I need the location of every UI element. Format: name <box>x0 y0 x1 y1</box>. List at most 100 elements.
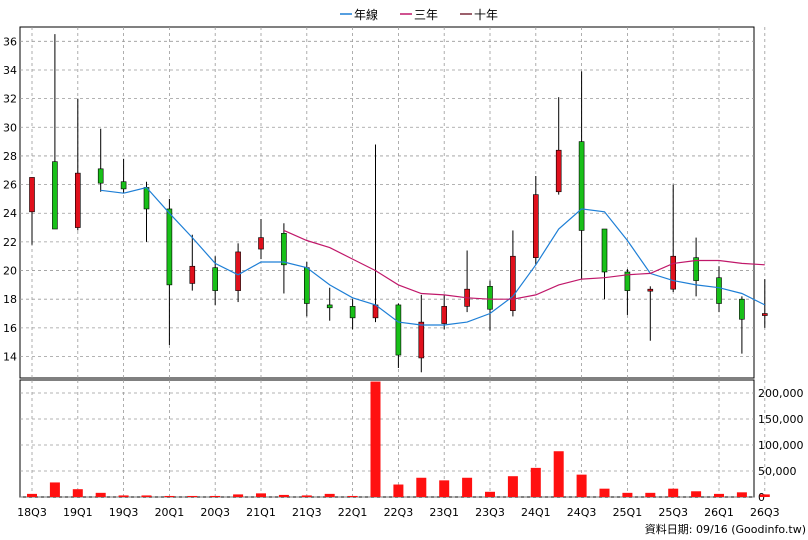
candle-body <box>647 288 654 292</box>
candle-body <box>97 168 104 184</box>
ma-line-1 <box>100 186 766 326</box>
legend-label-2: 三年 <box>414 8 438 22</box>
volume-bar <box>645 492 656 497</box>
candle-body <box>739 298 745 320</box>
x-tick-label: 23Q3 <box>475 506 505 519</box>
candle-body <box>326 304 333 309</box>
price-tick-label: 14 <box>3 351 17 364</box>
x-tick-label: 19Q3 <box>109 506 139 519</box>
volume-bar <box>691 491 702 497</box>
volume-bar <box>49 482 60 497</box>
volume-bar <box>27 493 37 497</box>
x-tick-label: 25Q1 <box>613 506 643 519</box>
volume-bar <box>256 493 266 497</box>
x-tick-label: 22Q3 <box>384 506 414 519</box>
candle-body <box>52 161 58 230</box>
volume-bar <box>736 492 747 497</box>
price-tick-label: 22 <box>3 236 17 249</box>
candle-body <box>75 172 81 228</box>
volume-bar <box>668 488 679 497</box>
candle-body <box>258 237 264 250</box>
legend-label-3: 十年 <box>474 8 498 22</box>
price-tick-label: 28 <box>3 150 17 163</box>
x-tick-label: 26Q3 <box>750 506 780 519</box>
x-tick-label: 18Q3 <box>17 506 47 519</box>
price-tick-label: 36 <box>3 35 17 48</box>
candle-body <box>349 306 356 319</box>
x-tick-label: 25Q3 <box>658 506 688 519</box>
volume-bar <box>141 495 152 497</box>
volume-bar <box>485 491 495 497</box>
candle-body <box>716 277 722 304</box>
volume-tick-label: 50,000 <box>758 465 797 478</box>
price-tick-label: 26 <box>3 179 17 192</box>
volume-bar <box>439 480 450 497</box>
volume-bar <box>714 493 724 497</box>
volume-frame <box>19 379 755 498</box>
candle-body <box>670 255 677 290</box>
volume-bar <box>164 495 175 497</box>
x-tick-label: 21Q3 <box>292 506 322 519</box>
candle-body <box>166 208 173 286</box>
candle-body <box>120 181 127 190</box>
legend: 年線 三年 十年 <box>340 7 498 22</box>
volume-bar <box>347 495 358 497</box>
price-panel: 14 16 18 20 22 24 26 28 30 32 34 36 <box>3 26 768 379</box>
volume-bar <box>278 494 289 497</box>
price-tick-label: 34 <box>3 64 17 77</box>
x-tick-label: 23Q1 <box>429 506 459 519</box>
candle-body <box>143 187 150 210</box>
volume-bar <box>370 381 381 497</box>
volume-bar <box>95 492 106 497</box>
volume-tick-label: 200,000 <box>758 387 804 400</box>
candle-body <box>303 267 310 304</box>
volume-bar <box>553 451 564 497</box>
volume-bar <box>416 477 427 497</box>
volume-bar <box>599 488 610 497</box>
volume-tick-label: 100,000 <box>758 439 804 452</box>
price-tick-label: 32 <box>3 93 17 106</box>
candle-body <box>281 233 287 266</box>
volume-bar <box>462 477 473 497</box>
candle-body <box>532 194 539 258</box>
candle-body <box>29 177 35 213</box>
x-tick-label: 19Q1 <box>63 506 93 519</box>
candle-body <box>601 228 608 273</box>
ma-line-2 <box>283 229 765 300</box>
price-tick-label: 30 <box>3 121 17 134</box>
volume-bar <box>622 492 633 497</box>
candle-body <box>395 304 402 356</box>
x-axis: 18Q3 19Q1 19Q3 20Q1 20Q3 21Q1 21Q3 22Q1 22Q3 23Q1… <box>17 506 779 519</box>
candle-body <box>578 141 585 231</box>
price-tick-label: 16 <box>3 322 17 335</box>
volume-bar <box>530 467 541 497</box>
price-tick-label: 18 <box>3 293 17 306</box>
volume-bar <box>72 489 83 497</box>
volume-panel: 0 50,000 100,000 150,000 200,000 <box>19 379 804 504</box>
volume-bar <box>301 495 312 497</box>
volume-bar <box>507 476 518 497</box>
volume-bar <box>576 474 587 497</box>
volume-tick-label: 150,000 <box>758 413 804 426</box>
legend-label-1: 年線 <box>354 7 378 22</box>
candle-body <box>189 265 196 284</box>
price-tick-label: 20 <box>3 265 17 278</box>
candle-body <box>441 306 448 324</box>
candle-body <box>235 251 241 291</box>
candle-body <box>212 267 218 291</box>
volume-bar <box>759 494 770 497</box>
price-tick-label: 24 <box>3 207 17 220</box>
x-tick-label: 21Q1 <box>246 506 276 519</box>
volume-tick-label: 0 <box>758 491 765 504</box>
volume-bar <box>118 495 129 497</box>
x-tick-label: 24Q3 <box>567 506 597 519</box>
x-tick-label: 20Q1 <box>155 506 185 519</box>
x-tick-label: 26Q1 <box>704 506 734 519</box>
x-tick-label: 20Q3 <box>200 506 230 519</box>
volume-bar <box>393 484 404 497</box>
x-tick-label: 22Q1 <box>338 506 368 519</box>
volume-bar <box>233 494 244 497</box>
price-frame <box>19 26 755 379</box>
